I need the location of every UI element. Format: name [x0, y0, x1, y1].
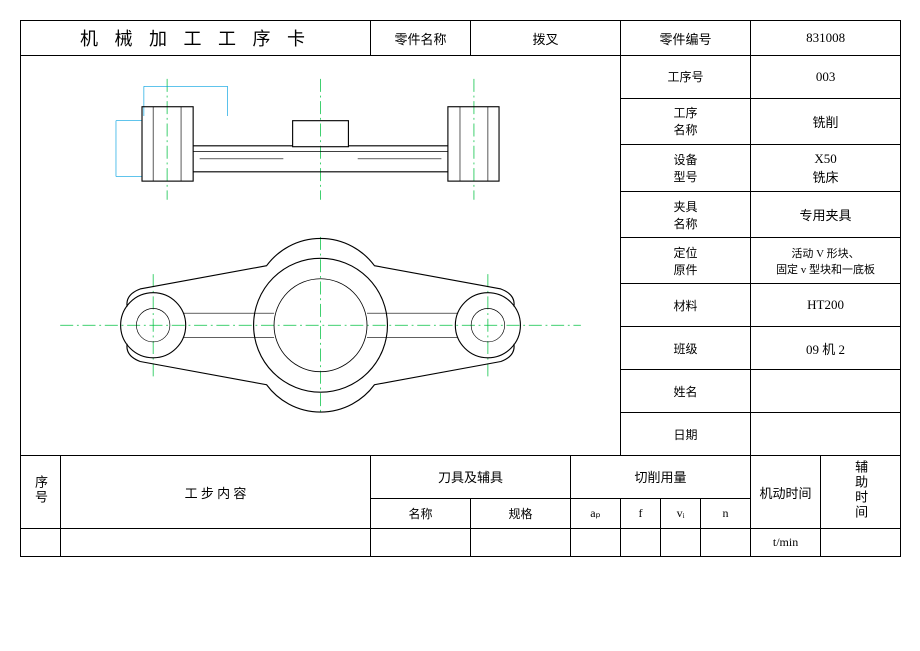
col-tool-aux: 刀具及辅具	[371, 456, 571, 499]
col-tool-spec: 规格	[471, 498, 571, 528]
info-value-0-l1: 003	[816, 69, 836, 84]
cell-tmin: t/min	[751, 529, 821, 557]
info-label-1: 工序 名称	[621, 98, 751, 144]
info-label-6-l1: 班级	[674, 342, 698, 356]
info-label-3-l2: 名称	[674, 217, 698, 231]
title: 机 械 加 工 工 序 卡	[21, 21, 371, 56]
col-seqno: 序号	[21, 456, 61, 529]
info-label-1-l1: 工序	[674, 106, 698, 120]
col-aux-time: 辅助时间	[821, 456, 901, 529]
drawing-area	[21, 56, 621, 456]
info-label-0: 工序号	[621, 56, 751, 99]
info-label-2: 设备 型号	[621, 145, 751, 192]
col-machine-time-text: 机动时间	[760, 486, 812, 501]
part-name-label: 零件名称	[371, 21, 471, 56]
part-name-value: 拨叉	[471, 21, 621, 56]
info-value-2-l1: X50	[814, 151, 836, 166]
info-label-0-l1: 工序号	[668, 70, 704, 84]
col-v: vᵢ	[661, 498, 701, 528]
process-card-table: 机 械 加 工 工 序 卡 零件名称 拨叉 零件编号 831008	[20, 20, 901, 557]
col-n: n	[701, 498, 751, 528]
col-seqno-text: 序号	[31, 475, 50, 505]
info-value-0: 003	[751, 56, 901, 99]
col-aux-time-text: 辅助时间	[851, 460, 870, 520]
cell-step	[61, 529, 371, 557]
part-no-label: 零件编号	[621, 21, 751, 56]
info-label-5: 材料	[621, 284, 751, 327]
cell-seqno	[21, 529, 61, 557]
col-tool-name: 名称	[371, 498, 471, 528]
cell-tool-name	[371, 529, 471, 557]
info-label-1-l2: 名称	[674, 123, 698, 137]
col-cutting: 切削用量	[571, 456, 751, 499]
part-no-value: 831008	[751, 21, 901, 56]
info-value-3-l1: 专用夹具	[800, 208, 852, 223]
cell-n	[701, 529, 751, 557]
info-label-2-l1: 设备	[674, 153, 698, 167]
col-f: f	[621, 498, 661, 528]
info-value-6: 09 机 2	[751, 327, 901, 370]
info-label-7: 姓名	[621, 370, 751, 413]
cell-a	[571, 529, 621, 557]
info-label-8: 日期	[621, 413, 751, 456]
info-label-5-l1: 材料	[674, 299, 698, 313]
info-value-4-l1: 活动 V 形块、	[791, 248, 859, 260]
info-value-1: 铣削	[751, 98, 901, 144]
info-value-6-l1: 09 机 2	[806, 342, 845, 357]
info-value-7	[751, 370, 901, 413]
cell-f	[621, 529, 661, 557]
info-value-2: X50 铣床	[751, 145, 901, 192]
col-a: aₚ	[571, 498, 621, 528]
info-value-4: 活动 V 形块、 固定 v 型块和一底板	[751, 238, 901, 284]
info-label-6: 班级	[621, 327, 751, 370]
col-machine-time: 机动时间	[751, 456, 821, 529]
info-value-8	[751, 413, 901, 456]
info-value-3: 专用夹具	[751, 192, 901, 238]
info-label-4-l2: 原件	[674, 263, 698, 277]
cell-tool-spec	[471, 529, 571, 557]
cell-aux	[821, 529, 901, 557]
col-step-content: 工 步 内 容	[61, 456, 371, 529]
info-label-4-l1: 定位	[674, 246, 698, 260]
info-value-1-l1: 铣削	[813, 115, 839, 130]
info-value-5-l1: HT200	[807, 297, 844, 312]
info-value-2-l2: 铣床	[813, 170, 839, 185]
info-label-8-l1: 日期	[674, 428, 698, 442]
info-value-5: HT200	[751, 284, 901, 327]
info-label-3-l1: 夹具	[674, 200, 698, 214]
part-drawing	[23, 60, 618, 451]
info-label-7-l1: 姓名	[674, 385, 698, 399]
info-value-4-l2: 固定 v 型块和一底板	[776, 264, 875, 276]
cell-v	[661, 529, 701, 557]
info-label-2-l2: 型号	[674, 170, 698, 184]
info-label-4: 定位 原件	[621, 238, 751, 284]
info-label-3: 夹具 名称	[621, 192, 751, 238]
